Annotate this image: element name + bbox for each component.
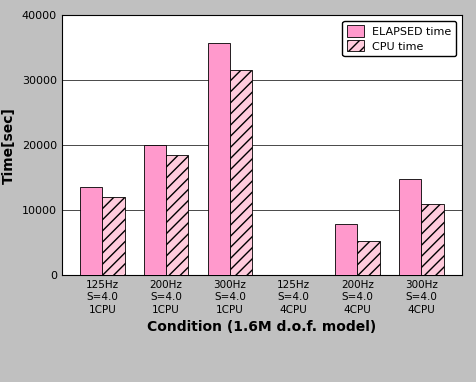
Bar	[144, 145, 166, 275]
Bar	[102, 197, 125, 275]
Bar	[357, 241, 380, 275]
Legend: ELAPSED time, CPU time: ELAPSED time, CPU time	[342, 21, 456, 56]
Bar	[208, 42, 230, 275]
Bar	[80, 187, 102, 275]
Bar	[399, 179, 421, 275]
Y-axis label: Time[sec]: Time[sec]	[2, 107, 16, 184]
Bar	[166, 155, 188, 275]
Bar	[230, 71, 252, 275]
X-axis label: Condition (1.6M d.o.f. model): Condition (1.6M d.o.f. model)	[147, 320, 377, 334]
Bar	[421, 204, 444, 275]
Bar	[335, 224, 357, 275]
